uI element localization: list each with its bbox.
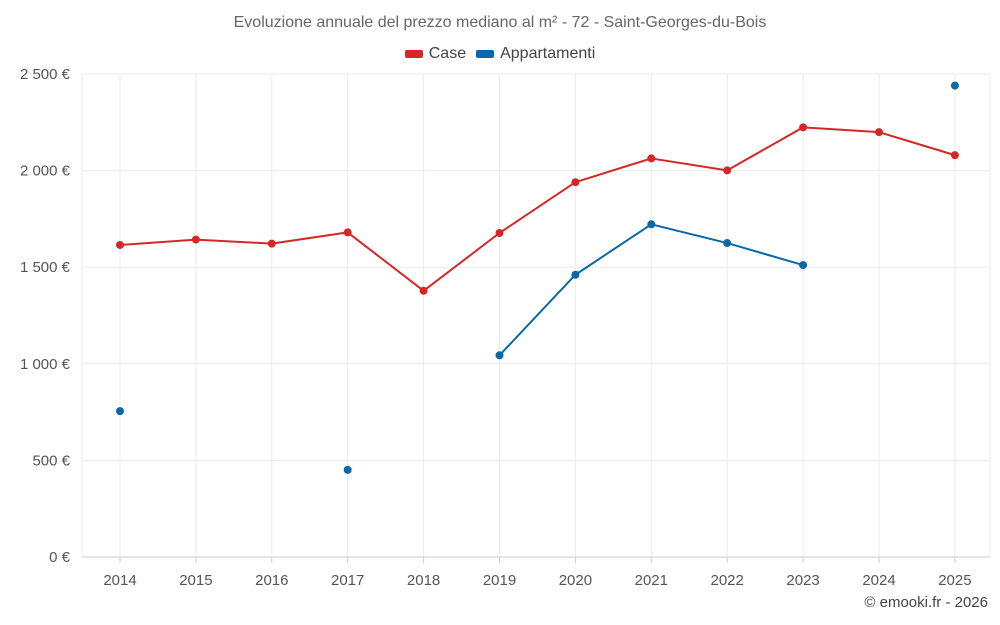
x-tick-label: 2022 [711,572,744,589]
x-tick-label: 2023 [786,572,819,589]
data-point-case[interactable] [191,235,200,244]
chart-title: Evoluzione annuale del prezzo mediano al… [233,14,767,31]
x-tick-label: 2021 [635,572,668,589]
x-tick-label: 2024 [862,572,895,589]
data-point-appartamenti[interactable] [571,270,580,279]
data-point-appartamenti[interactable] [647,220,656,229]
y-tick-label: 2 000 € [20,163,71,180]
x-tick-label: 2015 [179,572,212,589]
data-point-case[interactable] [799,123,808,132]
data-point-case[interactable] [267,239,276,248]
x-tick-label: 2019 [483,572,516,589]
x-tick-label: 2014 [103,572,136,589]
legend-item-case[interactable]: Case [404,45,467,63]
legend-label-case: Case [428,45,467,62]
data-point-appartamenti[interactable] [116,407,124,416]
chart-legend: Case Appartamenti [0,45,1000,63]
y-tick-label: 2 500 € [20,66,71,83]
data-point-appartamenti[interactable] [343,465,352,474]
y-tick-label: 500 € [32,452,70,469]
x-tick-label: 2017 [331,572,364,589]
data-point-case[interactable] [116,240,124,249]
x-tick-label: 2016 [255,572,288,589]
legend-item-appartamenti[interactable]: Appartamenti [476,45,595,63]
y-tick-label: 1 500 € [20,259,71,276]
data-point-case[interactable] [723,166,732,175]
legend-swatch-case [404,50,423,58]
data-point-appartamenti[interactable] [950,81,959,90]
data-point-case[interactable] [950,151,959,160]
data-point-case[interactable] [647,154,656,163]
x-tick-label: 2025 [938,572,971,589]
data-point-case[interactable] [571,178,580,187]
data-point-case[interactable] [419,286,428,295]
data-point-case[interactable] [495,229,504,238]
y-tick-label: 1 000 € [20,356,71,373]
series-line-case [119,126,956,292]
y-tick-label: 0 € [49,549,71,566]
data-point-appartamenti[interactable] [723,239,732,248]
legend-label-appartamenti: Appartamenti [500,45,596,62]
data-point-appartamenti[interactable] [799,261,808,270]
legend-swatch-appartamenti [476,50,495,58]
data-point-case[interactable] [875,128,883,137]
x-tick-label: 2018 [407,572,440,589]
x-tick-label: 2020 [559,572,592,589]
data-point-appartamenti[interactable] [495,351,504,360]
credit-text: © emooki.fr - 2026 [864,594,988,611]
data-point-case[interactable] [343,228,352,237]
